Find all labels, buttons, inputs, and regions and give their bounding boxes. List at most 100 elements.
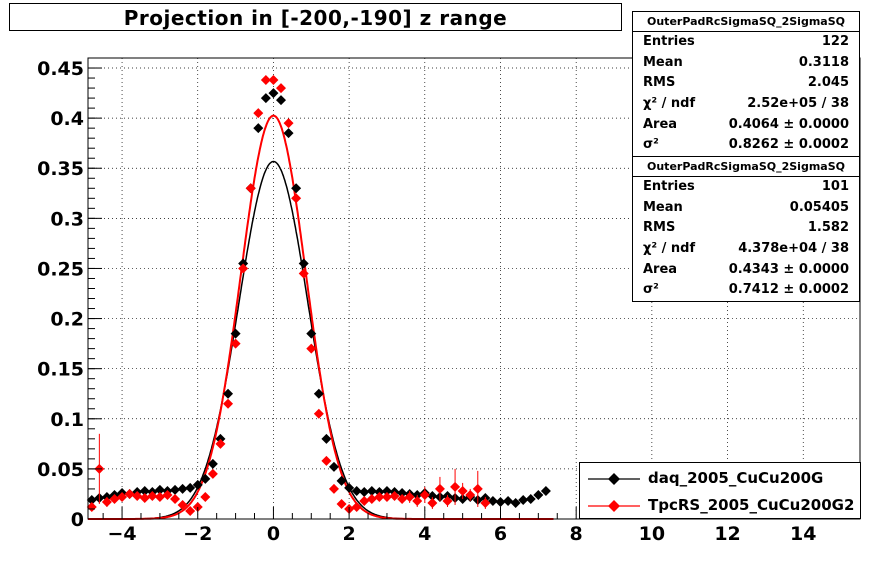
x-tick-label: −4: [107, 523, 136, 545]
data-point-daq: [154, 484, 165, 495]
legend: daq_2005_CuCu200G TpcRS_2005_CuCu200G2: [579, 462, 861, 519]
data-point-daq: [525, 493, 536, 504]
x-tick-label: 10: [639, 523, 665, 545]
data-point-tpcrs: [465, 489, 476, 500]
stats-box-daq: OuterPadRcSigmaSQ_2SigmaSQ Entries 122 Me…: [632, 11, 860, 158]
data-point-daq: [185, 482, 196, 493]
data-point-tpcrs: [215, 438, 226, 449]
data-point-daq: [86, 494, 97, 505]
data-point-tpcrs: [200, 491, 211, 502]
data-point-tpcrs: [442, 495, 453, 506]
data-point-tpcrs: [117, 491, 128, 502]
y-tick-label: 0.15: [37, 359, 84, 381]
data-point-tpcrs: [207, 468, 218, 479]
data-point-daq: [192, 479, 203, 490]
legend-label-daq: daq_2005_CuCu200G: [648, 469, 824, 487]
stats-box-title: OuterPadRcSigmaSQ_2SigmaSQ: [633, 157, 859, 177]
fit-curve-daq: [88, 160, 554, 520]
data-point-tpcrs: [306, 343, 317, 354]
data-point-daq: [510, 497, 521, 508]
data-point-tpcrs: [276, 83, 286, 94]
x-tick-label: 4: [418, 523, 431, 545]
data-point-daq: [298, 258, 309, 269]
data-point-tpcrs: [336, 498, 347, 509]
data-point-daq: [351, 485, 362, 496]
data-point-tpcrs: [177, 499, 188, 510]
data-point-tpcrs: [291, 193, 302, 204]
data-point-daq: [328, 461, 339, 472]
legend-item-daq: daq_2005_CuCu200G: [580, 465, 860, 493]
stats-row-sigma2: σ² 0.8262 ± 0.0002: [643, 137, 849, 153]
data-point-daq: [344, 482, 355, 493]
x-tick-label: 14: [790, 523, 816, 545]
stats-row-entries: Entries 101: [643, 179, 849, 194]
data-point-daq: [260, 93, 271, 104]
y-tick-label: 0: [71, 509, 84, 531]
data-point-daq: [215, 433, 226, 444]
x-tick-label: 2: [343, 523, 356, 545]
data-point-tpcrs: [170, 493, 181, 504]
data-point-tpcrs: [381, 491, 392, 502]
data-point-tpcrs: [427, 497, 438, 508]
data-point-tpcrs: [260, 75, 271, 86]
y-tick-label: 0.2: [50, 309, 84, 331]
legend-item-tpcrs: TpcRS_2005_CuCu200G2: [580, 492, 860, 520]
y-tick-label: 0.3: [50, 208, 84, 230]
data-point-daq: [518, 494, 529, 505]
data-point-tpcrs: [223, 398, 234, 409]
data-point-daq: [336, 475, 347, 486]
data-point-tpcrs: [192, 501, 203, 512]
data-point-tpcrs: [321, 455, 332, 466]
data-point-tpcrs: [298, 268, 309, 279]
legend-marker-tpcrs: [588, 500, 640, 512]
data-point-daq: [200, 473, 211, 484]
y-tick-label: 0.35: [37, 158, 84, 180]
axes: −4 −2 0 2 4 6 8 10 12 14 0 0.05 0.1 0.15 0.2 0.25 0.3 0.3…: [37, 57, 861, 545]
data-point-tpcrs: [283, 118, 294, 129]
data-point-daq: [253, 123, 264, 134]
data-point-tpcrs: [238, 263, 249, 274]
x-tick-label: 6: [494, 523, 507, 545]
stats-row-rms: RMS 1.582: [643, 220, 849, 236]
data-point-daq: [503, 495, 514, 506]
data-point-daq: [495, 496, 506, 507]
data-point-tpcrs: [457, 485, 468, 496]
data-point-daq: [366, 485, 377, 496]
data-point-daq: [276, 95, 286, 106]
data-point-daq: [321, 433, 332, 444]
data-point-daq: [283, 128, 294, 139]
data-point-daq: [374, 486, 385, 497]
data-point-daq: [291, 183, 302, 194]
data-point-tpcrs: [230, 338, 241, 349]
y-tick-label: 0.05: [37, 459, 84, 481]
data-point-tpcrs: [450, 481, 461, 492]
data-point-tpcrs: [124, 488, 135, 499]
data-point-daq: [268, 88, 279, 99]
data-point-tpcrs: [472, 483, 483, 494]
y-tick-label: 0.25: [37, 258, 84, 280]
stats-row-area: Area 0.4343 ± 0.0000: [643, 261, 849, 277]
data-point-daq: [381, 485, 392, 496]
data-point-tpcrs: [351, 501, 362, 512]
data-point-daq: [230, 328, 241, 339]
stats-row-chi2: χ² / ndf 2.52e+05 / 38: [643, 96, 849, 112]
legend-label-tpcrs: TpcRS_2005_CuCu200G2: [648, 496, 855, 514]
x-tick-label: 12: [714, 523, 740, 545]
stats-row-mean: Mean 0.05405: [643, 199, 849, 215]
y-tick-label: 0.45: [37, 58, 84, 80]
data-point-daq: [313, 388, 324, 399]
data-point-tpcrs: [132, 490, 143, 501]
data-point-tpcrs: [139, 492, 150, 503]
data-point-daq: [207, 458, 218, 469]
data-point-tpcrs: [147, 490, 158, 501]
data-point-tpcrs: [268, 75, 279, 86]
data-point-tpcrs: [313, 408, 324, 419]
fit-curves: [88, 114, 554, 520]
data-point-tpcrs: [253, 108, 264, 119]
data-point-daq: [540, 485, 551, 496]
data-point-daq: [170, 484, 181, 495]
x-tick-label: 8: [570, 523, 583, 545]
data-point-daq: [139, 485, 150, 496]
data-point-tpcrs: [480, 497, 491, 508]
